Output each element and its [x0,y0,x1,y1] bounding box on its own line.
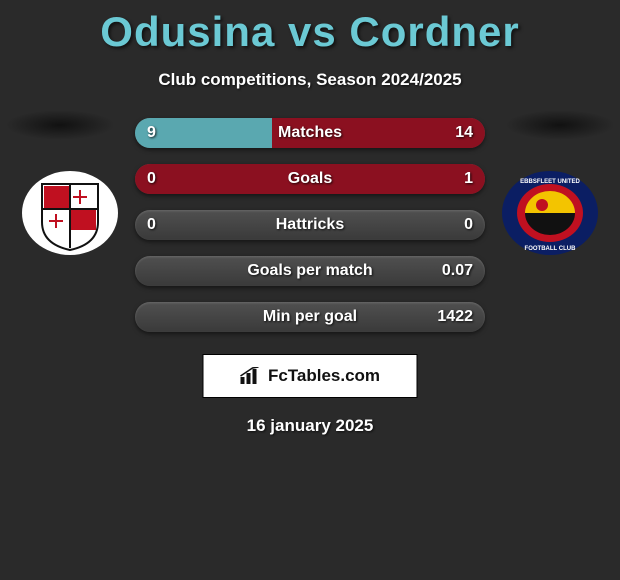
stat-bar: 0.07 Goals per match [135,256,485,286]
bar-value-right: 0.07 [442,262,473,280]
comparison-title: Odusina vs Cordner [0,0,620,56]
stat-bar: 9 14 Matches [135,118,485,148]
stat-bar: 0 0 Hattricks [135,210,485,240]
bar-label: Hattricks [276,216,344,234]
team-crest-right: EBBSFLEET UNITED FOOTBALL CLUB [500,170,600,256]
brand-label: FcTables.com [268,366,380,386]
bar-value-left: 9 [147,124,156,142]
shadow-right [505,110,615,140]
team-crest-left [20,170,120,256]
brand-box: FcTables.com [203,354,418,398]
bar-value-left: 0 [147,170,156,188]
bar-value-right: 1422 [437,308,473,326]
bar-value-left: 0 [147,216,156,234]
stat-bars: 9 14 Matches 0 1 Goals 0 0 Hattricks 0.07 Goals pe… [135,118,485,348]
bar-value-right: 1 [464,170,473,188]
bar-value-right: 0 [464,216,473,234]
svg-text:FOOTBALL CLUB: FOOTBALL CLUB [525,246,577,252]
bar-value-right: 14 [455,124,473,142]
stat-bar: 0 1 Goals [135,164,485,194]
bar-label: Goals [288,170,332,188]
bar-label: Min per goal [263,308,357,326]
bar-label: Goals per match [247,262,372,280]
svg-text:EBBSFLEET UNITED: EBBSFLEET UNITED [520,179,580,185]
comparison-subtitle: Club competitions, Season 2024/2025 [0,70,620,90]
stat-bar: 1422 Min per goal [135,302,485,332]
shadow-left [5,110,115,140]
bars-icon [240,367,262,385]
comparison-date: 16 january 2025 [0,416,620,436]
bar-label: Matches [278,124,342,142]
